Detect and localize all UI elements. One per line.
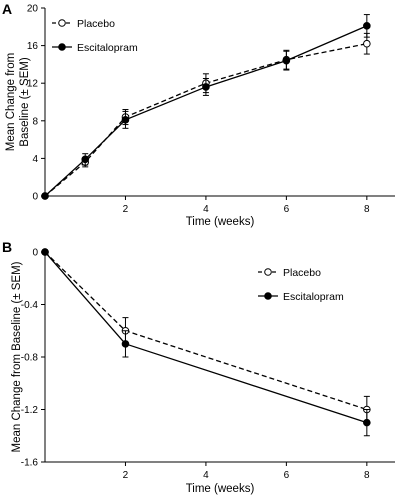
panel-b-label: B xyxy=(2,239,12,255)
panel-b-x-axis-title: Time (weeks) xyxy=(186,483,255,495)
panel-a-y-tick-label: 8 xyxy=(32,116,38,127)
panel-b-escitalopram-point xyxy=(363,418,371,427)
panel-b-x-tick-label: 8 xyxy=(364,470,370,481)
panel-a-y-tick-label: 20 xyxy=(27,4,39,15)
panel-b-x-tick-label: 6 xyxy=(284,470,290,481)
panel-a-x-tick-label: 6 xyxy=(284,204,290,215)
panel-b-legend-escitalopram-marker xyxy=(264,292,272,300)
panel-a-legend-placebo-label: Placebo xyxy=(77,18,115,30)
panel-b-escitalopram-point xyxy=(41,248,49,256)
panel-b-y-tick-label: -1.2 xyxy=(21,405,39,416)
panel-a-escitalopram-point xyxy=(282,56,291,65)
panel-b-y-tick-label: -0.8 xyxy=(21,353,39,364)
panel-a-series-placebo-line xyxy=(44,43,367,197)
panel-a-y-tick-label: 16 xyxy=(27,41,39,52)
panel-b-escitalopram-point xyxy=(121,340,130,348)
panel-a-y-axis-title-line1: Mean Change from xyxy=(5,53,17,151)
panel-b-legend-escitalopram-label: Escitalopram xyxy=(283,291,344,303)
panel-a-y-axis-title-line2: Baseline (± SEM) xyxy=(19,57,31,147)
panel-a-label: A xyxy=(2,1,12,17)
panel-b-y-tick-label: -0.4 xyxy=(21,300,39,311)
panel-b-x-tick-label: 2 xyxy=(123,470,129,481)
panel-a-legend-escitalopram-marker xyxy=(58,43,66,51)
panel-a-x-axis-title: Time (weeks) xyxy=(186,216,255,228)
panel-a-escitalopram-point xyxy=(41,192,49,200)
panel-a-legend-placebo-marker xyxy=(58,19,66,27)
panel-a-escitalopram-point xyxy=(363,22,371,30)
panel-b-y-tick-label: 0 xyxy=(32,248,38,259)
panel-a-x-tick-label: 4 xyxy=(203,204,209,215)
panel-b-legend-placebo-label: Placebo xyxy=(283,267,321,279)
panel-a-escitalopram-point xyxy=(121,116,130,124)
panel-b-legend-placebo-marker xyxy=(264,268,272,276)
panel-b-y-axis-title: Mean Change from Baseline (± SEM) xyxy=(11,261,23,452)
panel-a-legend-escitalopram-label: Escitalopram xyxy=(77,42,138,54)
panel-a-x-tick-label: 8 xyxy=(364,204,370,215)
panel-a-series-escitalopram-line xyxy=(44,25,368,197)
panel-b-y-tick-label: -1.6 xyxy=(21,458,39,469)
panel-a-placebo-point xyxy=(363,39,371,48)
panel-a-y-tick-label: 0 xyxy=(32,192,38,203)
panel-a-escitalopram-point xyxy=(202,83,210,91)
panel-a-y-tick-label: 12 xyxy=(27,79,39,90)
panel-a-x-tick-label: 2 xyxy=(123,204,129,215)
panel-a-escitalopram-point xyxy=(81,155,90,164)
panel-a-y-tick-label: 4 xyxy=(32,154,38,165)
panel-b-x-tick-label: 4 xyxy=(203,470,209,481)
